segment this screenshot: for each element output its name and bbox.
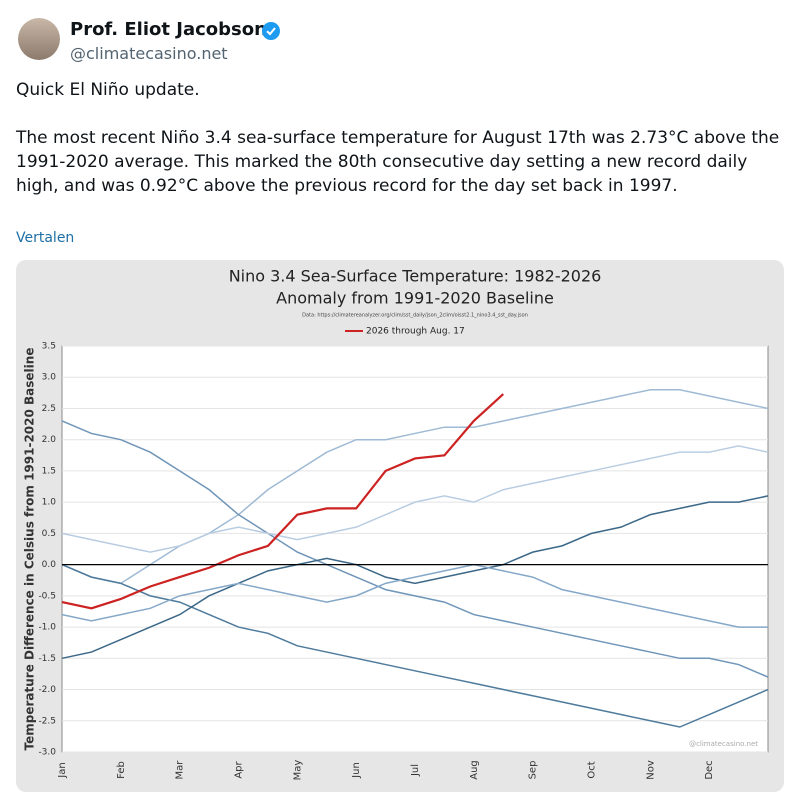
series-line xyxy=(61,388,769,585)
chart-title: Nino 3.4 Sea-Surface Temperature: 1982-2… xyxy=(229,267,602,286)
y-tick-label: -1.0 xyxy=(38,623,56,633)
x-tick-label: Apr xyxy=(234,760,245,778)
x-tick-label: Mar xyxy=(175,760,186,780)
y-tick-label: 0.5 xyxy=(42,529,56,539)
x-tick-label: Feb xyxy=(116,761,127,779)
legend-label: 2026 through Aug. 17 xyxy=(366,327,465,337)
chart-background xyxy=(16,260,784,792)
paragraph: The most recent Niño 3.4 sea-surface tem… xyxy=(16,128,780,196)
series-line xyxy=(61,563,769,728)
x-tick-label: Sep xyxy=(528,761,539,780)
x-tick-label: Jan xyxy=(57,762,68,778)
plot-area xyxy=(61,345,769,753)
y-tick-label: -2.0 xyxy=(38,685,56,695)
y-tick-label: 2.5 xyxy=(42,404,56,414)
series-line xyxy=(61,445,769,553)
verified-badge xyxy=(262,22,280,40)
series-line xyxy=(61,495,769,660)
x-tick-label: Oct xyxy=(587,761,598,778)
x-tick-label: May xyxy=(292,760,303,781)
y-tick-label: 2.0 xyxy=(42,435,57,445)
series-line xyxy=(61,563,768,628)
author-handle[interactable]: @climatecasino.net xyxy=(70,44,228,63)
y-tick-label: 1.0 xyxy=(42,498,57,508)
y-tick-label: -3.0 xyxy=(38,748,56,758)
y-axis-label: Temperature Difference in Celsius from 1… xyxy=(23,348,37,751)
data-source: Data: https://climatereanalyzer.org/clim… xyxy=(302,313,528,319)
x-tick-label: Jun xyxy=(351,762,362,779)
tweet-text: Quick El Niño update. The most recent Ni… xyxy=(16,78,786,222)
y-tick-label: 0.0 xyxy=(42,560,57,570)
y-tick-label: 3.5 xyxy=(42,342,56,352)
x-tick-label: Jul xyxy=(410,764,421,777)
y-tick-label: -1.5 xyxy=(38,654,56,664)
author-name[interactable]: Prof. Eliot Jacobson xyxy=(70,19,267,40)
series-line xyxy=(61,420,769,678)
paragraph: Quick El Niño update. xyxy=(16,80,200,100)
series-line xyxy=(61,393,504,610)
chart-subtitle: Anomaly from 1991-2020 Baseline xyxy=(276,289,554,308)
y-tick-label: 3.0 xyxy=(42,373,57,383)
y-tick-label: -0.5 xyxy=(38,591,56,601)
translate-link[interactable]: Vertalen xyxy=(16,230,75,246)
x-tick-label: Dec xyxy=(704,760,715,779)
watermark: @climatecasino.net xyxy=(689,740,758,748)
y-tick-label: 1.5 xyxy=(42,466,56,476)
y-tick-label: -2.5 xyxy=(38,716,56,726)
avatar[interactable] xyxy=(18,18,60,60)
x-tick-label: Nov xyxy=(645,760,656,780)
x-tick-label: Aug xyxy=(469,760,480,780)
